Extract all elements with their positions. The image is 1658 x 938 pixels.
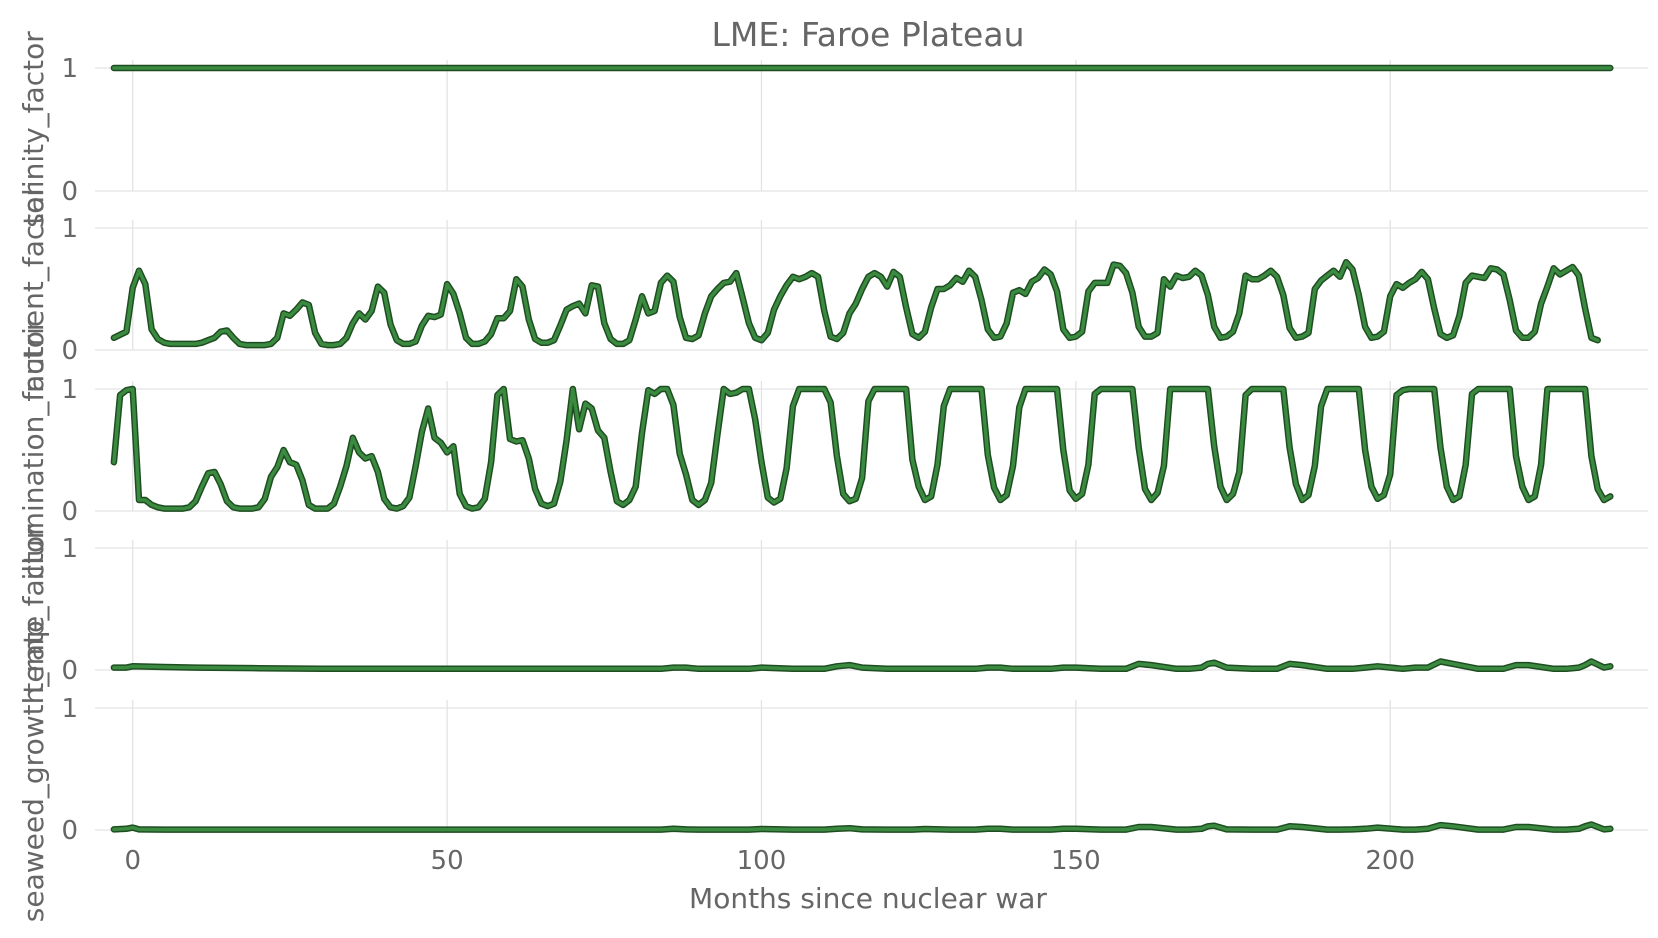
x-tick-label: 150 bbox=[1051, 846, 1101, 876]
panel-nutrient_factor: 0 1 nutrient_factor bbox=[17, 185, 1648, 393]
y-tick-label: 0 bbox=[61, 497, 78, 527]
y-tick-label: 0 bbox=[61, 177, 78, 207]
y-tick-label: 1 bbox=[61, 375, 78, 405]
y-tick-label: 0 bbox=[61, 656, 78, 686]
y-axis-label: salinity_factor bbox=[17, 31, 50, 228]
panel-temp_factor: 0 1 temp_factor bbox=[17, 524, 1648, 694]
y-tick-label: 1 bbox=[61, 694, 78, 724]
series-line-temp_factor bbox=[112, 659, 1613, 671]
panel-seaweed_growth_rate: 0 1 seaweed_growth_rate bbox=[17, 616, 1648, 922]
y-axis-label: temp_factor bbox=[17, 524, 50, 694]
y-axis-label: illumination_factor bbox=[17, 319, 50, 580]
y-tick-label: 1 bbox=[61, 54, 78, 84]
y-tick-label: 0 bbox=[61, 336, 78, 366]
y-axis-label: seaweed_growth_rate bbox=[17, 616, 50, 922]
panel-illumination_factor: 0 1 illumination_factor bbox=[17, 319, 1648, 580]
chart-title: LME: Faroe Plateau bbox=[712, 15, 1025, 54]
x-tick-label: 200 bbox=[1365, 846, 1415, 876]
x-tick-label: 50 bbox=[431, 846, 464, 876]
series-line-illumination_factor bbox=[112, 387, 1613, 511]
series-line-nutrient_factor bbox=[112, 260, 1600, 347]
panel-salinity_factor: 0 1 salinity_factor bbox=[17, 31, 1648, 228]
y-tick-label: 1 bbox=[61, 214, 78, 244]
y-tick-label: 0 bbox=[61, 816, 78, 846]
x-axis-label: Months since nuclear war bbox=[689, 882, 1047, 915]
x-axis-ticks: 0 50 100 150 200 bbox=[124, 846, 1415, 876]
panels: 0 1 salinity_factor 0 1 nutrient_factor 0 1 illu… bbox=[17, 31, 1648, 922]
y-axis-label: nutrient_factor bbox=[17, 185, 50, 393]
series-line-seaweed_growth_rate bbox=[112, 822, 1613, 832]
x-tick-label: 0 bbox=[124, 846, 141, 876]
x-tick-label: 100 bbox=[737, 846, 787, 876]
y-tick-label: 1 bbox=[61, 534, 78, 564]
